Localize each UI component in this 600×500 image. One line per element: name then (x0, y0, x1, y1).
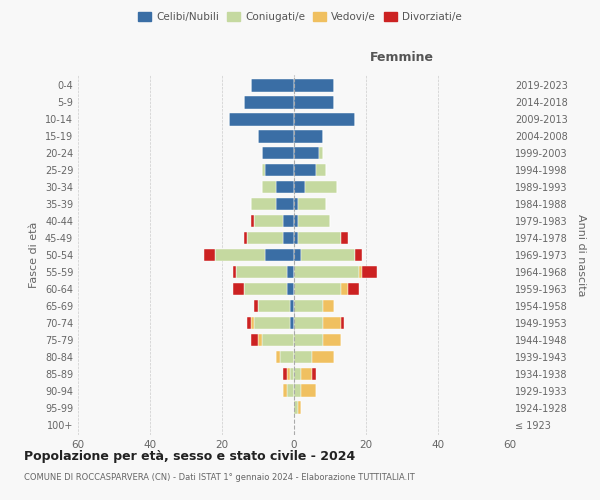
Bar (294, 79, 334, 92)
Bar (283, 384, 287, 397)
Bar (301, 384, 316, 397)
Bar (319, 146, 323, 160)
Bar (312, 350, 334, 364)
Bar (290, 368, 294, 380)
Bar (294, 214, 298, 228)
Bar (298, 198, 326, 210)
Bar (251, 334, 258, 346)
Bar (294, 402, 298, 414)
Bar (215, 248, 265, 262)
Bar (294, 180, 305, 194)
Bar (323, 334, 341, 346)
Bar (294, 334, 323, 346)
Bar (287, 266, 294, 278)
Bar (298, 232, 341, 244)
Bar (251, 198, 276, 210)
Bar (247, 316, 251, 330)
Bar (298, 214, 330, 228)
Bar (262, 164, 265, 176)
Bar (294, 316, 323, 330)
Bar (290, 300, 294, 312)
Bar (348, 282, 359, 296)
Bar (294, 300, 323, 312)
Bar (323, 316, 341, 330)
Text: Femmine: Femmine (370, 51, 434, 64)
Bar (229, 113, 294, 126)
Bar (294, 248, 301, 262)
Bar (280, 350, 294, 364)
Bar (254, 300, 258, 312)
Bar (283, 368, 287, 380)
Bar (362, 266, 377, 278)
Bar (294, 350, 312, 364)
Bar (294, 368, 301, 380)
Bar (247, 232, 283, 244)
Bar (294, 146, 319, 160)
Bar (355, 248, 362, 262)
Bar (341, 282, 348, 296)
Bar (341, 316, 344, 330)
Bar (262, 334, 294, 346)
Bar (251, 316, 254, 330)
Bar (294, 113, 355, 126)
Bar (294, 198, 298, 210)
Bar (276, 350, 280, 364)
Bar (287, 282, 294, 296)
Bar (265, 248, 294, 262)
Bar (258, 300, 290, 312)
Bar (262, 146, 294, 160)
Bar (323, 300, 334, 312)
Bar (236, 266, 287, 278)
Bar (254, 214, 283, 228)
Bar (233, 282, 244, 296)
Bar (233, 266, 236, 278)
Bar (251, 79, 294, 92)
Bar (294, 384, 301, 397)
Bar (294, 266, 359, 278)
Bar (283, 214, 294, 228)
Bar (244, 282, 287, 296)
Bar (294, 232, 298, 244)
Bar (294, 282, 341, 296)
Bar (251, 214, 254, 228)
Bar (301, 248, 355, 262)
Bar (283, 232, 294, 244)
Bar (301, 368, 312, 380)
Bar (254, 316, 290, 330)
Bar (258, 334, 262, 346)
Bar (294, 164, 316, 176)
Bar (290, 316, 294, 330)
Bar (305, 180, 337, 194)
Bar (287, 384, 294, 397)
Bar (287, 368, 290, 380)
Text: COMUNE DI ROCCASPARVERA (CN) - Dati ISTAT 1° gennaio 2024 - Elaborazione TUTTITA: COMUNE DI ROCCASPARVERA (CN) - Dati ISTA… (24, 472, 415, 482)
Bar (244, 96, 294, 108)
Bar (262, 180, 276, 194)
Bar (244, 232, 247, 244)
Bar (204, 248, 215, 262)
Bar (298, 402, 301, 414)
Y-axis label: Anni di nascita: Anni di nascita (576, 214, 586, 296)
Bar (276, 180, 294, 194)
Bar (341, 232, 348, 244)
Y-axis label: Fasce di età: Fasce di età (29, 222, 39, 288)
Bar (294, 96, 334, 108)
Bar (316, 164, 326, 176)
Legend: Celibi/Nubili, Coniugati/e, Vedovi/e, Divorziati/e: Celibi/Nubili, Coniugati/e, Vedovi/e, Di… (134, 8, 466, 26)
Bar (276, 198, 294, 210)
Bar (312, 368, 316, 380)
Bar (265, 164, 294, 176)
Bar (258, 130, 294, 142)
Bar (294, 130, 323, 142)
Bar (359, 266, 362, 278)
Text: Popolazione per età, sesso e stato civile - 2024: Popolazione per età, sesso e stato civil… (24, 450, 355, 463)
